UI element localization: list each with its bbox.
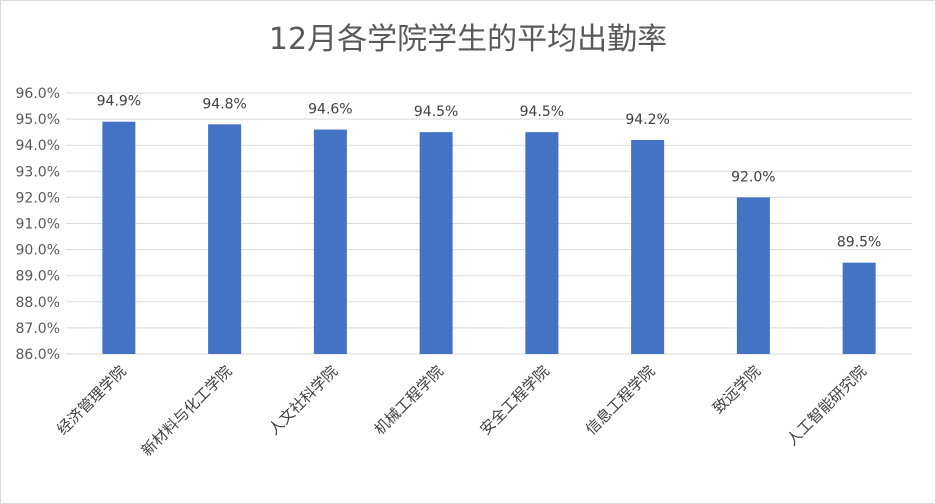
bar bbox=[419, 132, 453, 354]
data-label: 94.6% bbox=[308, 102, 352, 118]
category-label: 经济管理学院 bbox=[53, 362, 129, 438]
y-tick-label: 89.0% bbox=[16, 269, 60, 285]
y-tick-label: 90.0% bbox=[16, 243, 60, 259]
y-tick-label: 92.0% bbox=[16, 190, 60, 206]
bar bbox=[736, 197, 770, 354]
bar bbox=[208, 124, 242, 354]
y-tick-label: 91.0% bbox=[16, 217, 60, 233]
category-label: 信息工程学院 bbox=[582, 362, 658, 438]
data-label: 94.9% bbox=[97, 94, 141, 110]
bar bbox=[313, 129, 347, 354]
y-tick-label: 88.0% bbox=[16, 295, 60, 311]
bars bbox=[102, 121, 876, 355]
category-label: 致远学院 bbox=[709, 362, 764, 417]
data-label: 94.8% bbox=[202, 96, 246, 112]
gridlines bbox=[66, 92, 912, 355]
category-labels: 经济管理学院 新材料与化工学院 人文社科学院 机械工程学院 安全工程学院 信息工程学院 致远… bbox=[53, 362, 870, 460]
data-label: 94.2% bbox=[625, 112, 669, 128]
bar bbox=[525, 132, 559, 354]
data-label: 89.5% bbox=[837, 235, 881, 251]
category-label: 人文社科学院 bbox=[265, 362, 341, 438]
data-label: 92.0% bbox=[731, 169, 775, 185]
data-label: 94.5% bbox=[520, 104, 564, 120]
y-axis-ticks: 86.0% 87.0% 88.0% 89.0% 90.0% 91.0% 92.0% 93.0%… bbox=[16, 86, 60, 363]
data-label: 94.5% bbox=[414, 104, 458, 120]
bar bbox=[102, 121, 136, 355]
y-tick-label: 86.0% bbox=[16, 347, 60, 363]
y-tick-label: 93.0% bbox=[16, 164, 60, 180]
category-label: 安全工程学院 bbox=[476, 362, 552, 438]
bar bbox=[842, 262, 876, 354]
data-labels: 94.9% 94.8% 94.6% 94.5% 94.5% 94.2% 92.0% 89.5% bbox=[97, 94, 882, 251]
y-tick-label: 95.0% bbox=[16, 112, 60, 128]
y-tick-label: 96.0% bbox=[16, 86, 60, 102]
chart-title: 12月各学院学生的平均出勤率 bbox=[268, 22, 668, 57]
y-tick-label: 87.0% bbox=[16, 321, 60, 337]
category-label: 人工智能研究院 bbox=[783, 362, 870, 449]
y-tick-label: 94.0% bbox=[16, 138, 60, 154]
category-label: 新材料与化工学院 bbox=[138, 362, 236, 460]
bar bbox=[631, 139, 665, 354]
category-label: 机械工程学院 bbox=[371, 362, 447, 438]
